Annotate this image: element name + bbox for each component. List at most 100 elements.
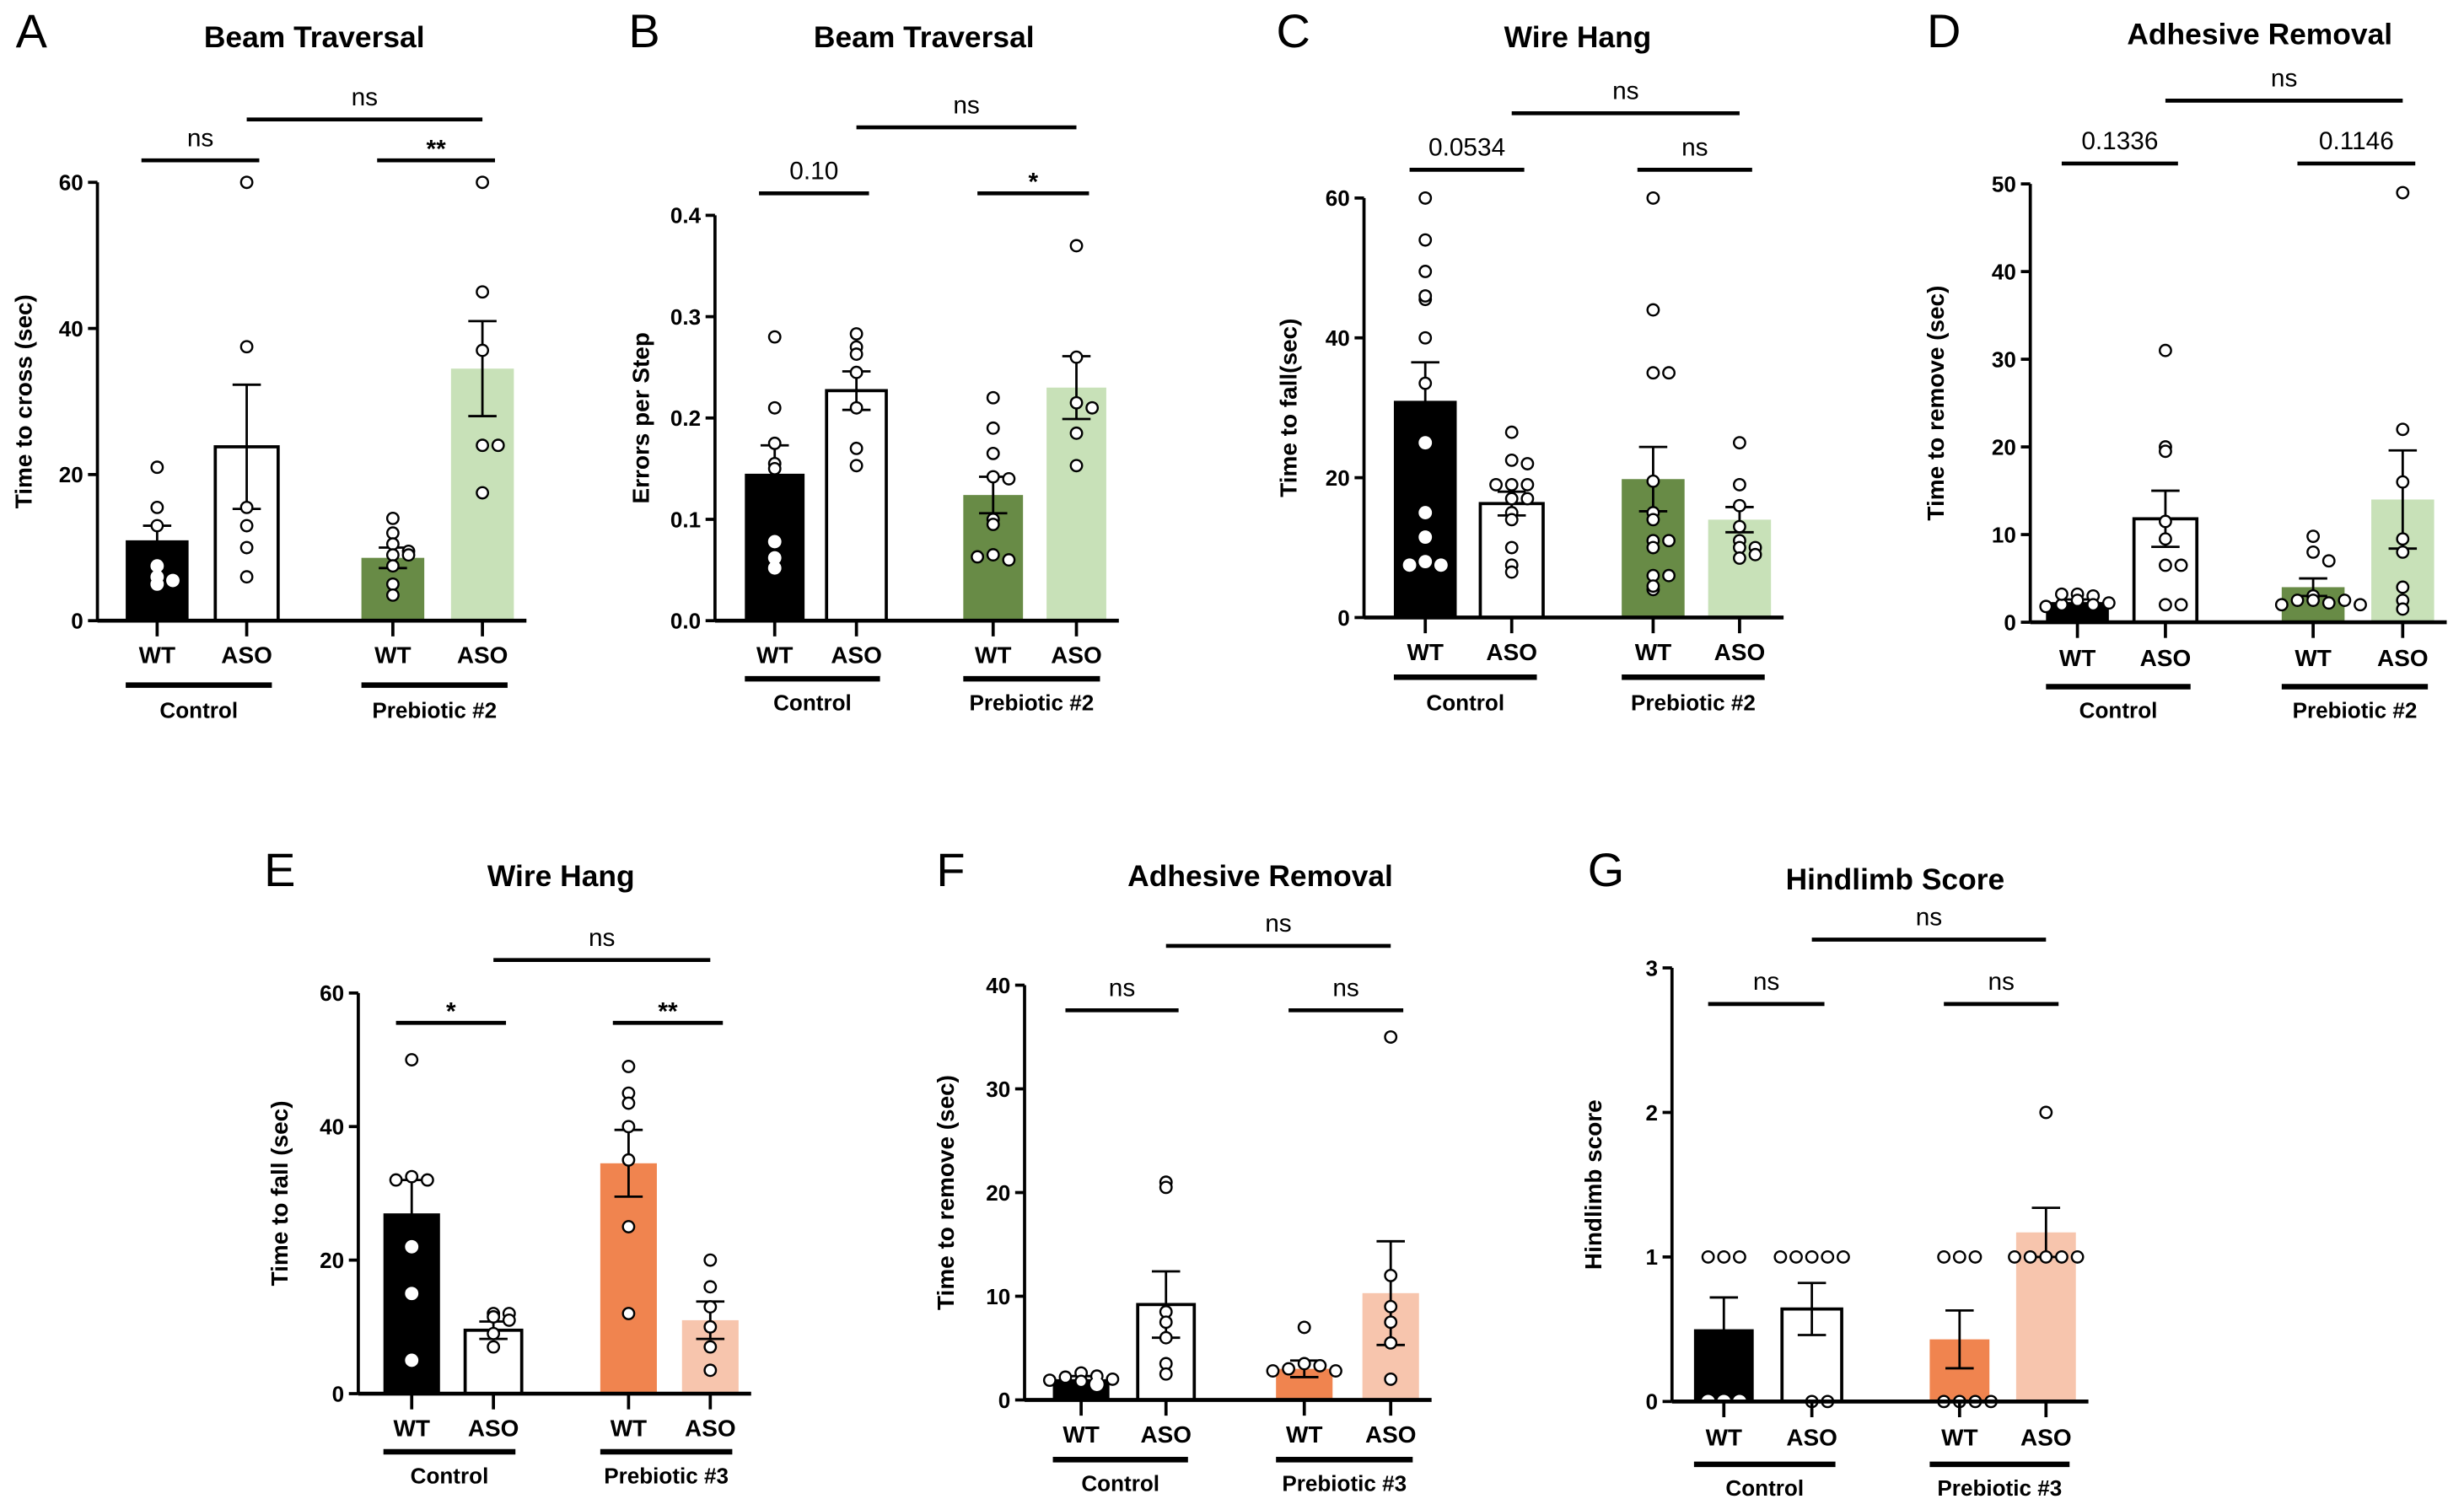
data-point (476, 175, 490, 190)
y-tick-label: 40 (1326, 325, 1350, 351)
group-label: Control (411, 1463, 489, 1488)
data-point (2321, 554, 2336, 568)
y-tick-label: 1 (1645, 1244, 1658, 1270)
x-tick-label: WT (1635, 639, 1671, 665)
x-tick-label: WT (139, 642, 175, 669)
data-point (986, 390, 1000, 405)
data-point (1732, 551, 1746, 565)
significance-label: ns (2271, 65, 2297, 93)
data-point (1504, 565, 1519, 579)
y-tick-label: 50 (1992, 171, 2016, 196)
data-point (2321, 596, 2336, 610)
x-tick-label: WT (1063, 1421, 1099, 1448)
y-tick-label: 20 (1992, 434, 2016, 459)
data-point (621, 1120, 636, 1134)
data-point (1159, 1330, 1173, 1345)
data-point (1159, 1315, 1173, 1330)
data-point (1085, 400, 1100, 415)
group-label: Prebiotic #3 (1282, 1471, 1407, 1496)
y-tick-label: 0 (1645, 1389, 1658, 1415)
panel-letter: G (1588, 843, 1624, 896)
data-point (385, 537, 400, 551)
y-tick-label: 20 (320, 1248, 344, 1273)
data-point (1058, 1370, 1073, 1384)
data-point (1418, 265, 1433, 278)
data-point (1069, 426, 1084, 440)
data-point (2396, 532, 2410, 546)
data-point (1504, 540, 1519, 555)
x-tick-label: ASO (221, 642, 272, 669)
y-tick-label: 0.2 (670, 406, 701, 431)
x-tick-label: ASO (1786, 1425, 1837, 1451)
data-point (849, 327, 863, 341)
data-point (703, 1300, 718, 1314)
data-point (621, 1220, 636, 1233)
data-point (385, 577, 400, 591)
data-point (1504, 425, 1519, 439)
data-point (1418, 233, 1433, 247)
x-tick-label: ASO (1140, 1421, 1192, 1448)
data-point (239, 540, 254, 555)
x-tick-label: ASO (457, 642, 508, 669)
data-point (1159, 1367, 1173, 1381)
data-point (703, 1319, 718, 1334)
panel-d: D Adhesive Removal Time to remove (sec) WT A… (1923, 4, 2447, 723)
significance-label: ** (658, 998, 678, 1026)
x-tick-label: WT (394, 1415, 430, 1441)
data-point (2338, 594, 2352, 607)
data-point (1297, 1320, 1311, 1335)
data-point (1384, 1268, 1398, 1282)
data-point (986, 518, 1000, 531)
data-point (2396, 545, 2410, 559)
y-tick-label: 3 (1645, 955, 1658, 981)
data-point (502, 1314, 516, 1327)
data-point (2354, 598, 2367, 612)
data-point (1384, 1335, 1398, 1350)
data-point (385, 526, 400, 540)
data-point (2159, 532, 2172, 546)
data-point (2055, 587, 2069, 601)
data-point (1329, 1364, 1342, 1378)
data-point (239, 175, 254, 190)
panel-c: C Wire Hang Time to fall(sec) WT ASO WT ASO 0 20… (1275, 4, 1784, 715)
data-point (703, 1363, 718, 1378)
x-tick-label: WT (374, 642, 411, 669)
data-point (239, 570, 254, 584)
data-point (401, 548, 416, 562)
x-tick-label: WT (2295, 645, 2331, 671)
y-tick-label: 0 (2004, 610, 2016, 635)
data-point (986, 470, 1000, 484)
data-point (1748, 547, 1762, 561)
data-point (385, 548, 400, 562)
significance-label: ns (1265, 910, 1291, 938)
data-point (1701, 1249, 1715, 1264)
data-point (476, 438, 490, 453)
data-point (2274, 598, 2289, 612)
data-point (1520, 457, 1535, 470)
data-point (150, 460, 164, 475)
data-point (1773, 1249, 1788, 1264)
data-point (986, 421, 1000, 435)
significance-label: ns (1988, 968, 2014, 996)
data-point (767, 400, 782, 415)
data-point (1662, 534, 1676, 548)
y-tick-label: 0 (1337, 605, 1350, 631)
data-point (2008, 1249, 2021, 1264)
group-label: Control (773, 690, 852, 715)
data-point (1968, 1249, 1982, 1264)
data-point (2396, 422, 2410, 437)
data-point (1002, 471, 1016, 486)
data-point (1646, 540, 1660, 555)
bar-3 (1046, 387, 1106, 621)
x-tick-label: ASO (1365, 1421, 1417, 1448)
data-point (1384, 1315, 1398, 1330)
data-point (849, 365, 863, 379)
data-point (239, 500, 254, 514)
panel-f: F Adhesive Removal Time to remove (sec) WT A… (933, 843, 1432, 1496)
data-point (405, 1169, 419, 1184)
data-point (767, 461, 782, 475)
x-tick-label: ASO (2020, 1425, 2072, 1451)
data-point (2086, 598, 2101, 612)
chart-title: Wire Hang (487, 859, 635, 893)
